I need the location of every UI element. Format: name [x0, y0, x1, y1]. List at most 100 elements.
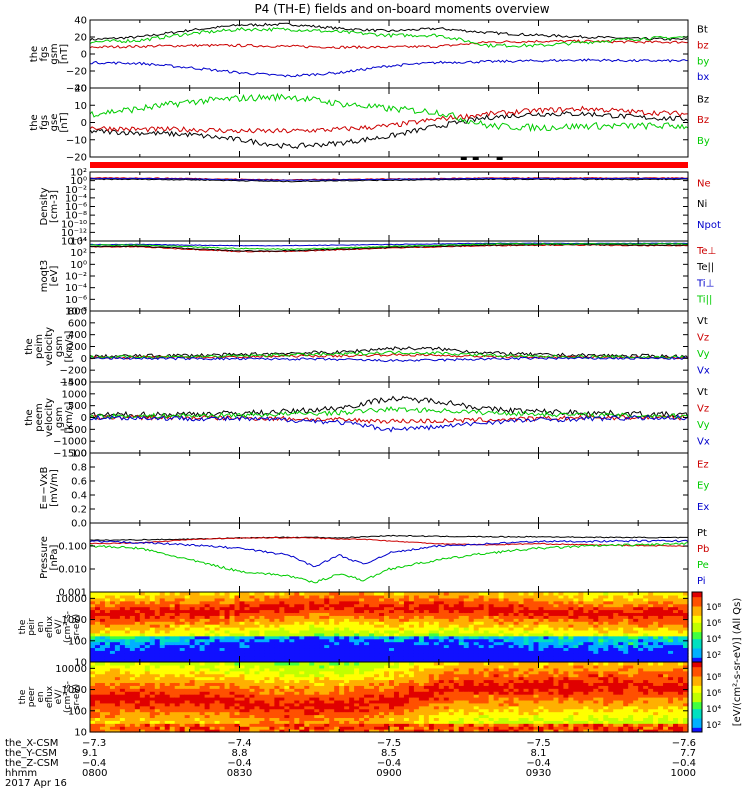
y-tick-label: 1000 [62, 389, 87, 400]
y-tick-label: 0.8 [71, 463, 87, 474]
y-tick-label: 10 [74, 101, 87, 112]
spectrogram-cell [120, 592, 126, 596]
spectrogram-cell [464, 592, 470, 596]
spectrogram-cell [304, 662, 310, 666]
spectrogram-cell [210, 592, 216, 596]
spectrogram-cell [499, 592, 505, 596]
spectrogram-cell [170, 662, 176, 666]
spectrogram-cell [369, 662, 375, 666]
legend-entry-Ne: Ne [697, 178, 711, 189]
legend-entry-Bt: Bt [697, 25, 708, 36]
spectrogram-cell [205, 592, 211, 596]
spectrogram-cell [578, 592, 584, 596]
y-axis-label: [eV] [49, 266, 60, 287]
y-axis-label: [nT] [59, 44, 70, 64]
spectrogram-cell [220, 592, 226, 596]
spectrogram-cell [105, 662, 111, 666]
panel-frame [90, 88, 688, 157]
colorbar-tick-label: 10⁸ [706, 603, 721, 613]
spectrogram-cell [524, 592, 530, 596]
spectrogram-cell [623, 592, 629, 596]
legend-entry-Te||: Te|| [696, 262, 714, 273]
y-tick-label: 0.4 [71, 491, 87, 502]
spectrogram-cell [90, 592, 96, 596]
y-tick-label: 1.0 [71, 449, 87, 460]
spectrogram-cell [449, 592, 455, 596]
spectrogram-cell [354, 662, 360, 666]
series-line-Pe [90, 543, 688, 583]
y-tick-label: 40 [74, 16, 87, 27]
series-line-Bz [90, 112, 688, 149]
legend-entry-Ez: Ez [697, 459, 709, 470]
y-axis-label: [nPa] [49, 544, 60, 570]
spectrogram-cell [324, 592, 330, 596]
colorbar-tick-label: 10⁶ [706, 619, 721, 629]
quality-flag-bar [90, 162, 688, 168]
spectrogram-cell [613, 592, 619, 596]
spectrogram-cell [668, 592, 674, 596]
spectrogram-cell [389, 662, 395, 666]
legend-entry-Vy: Vy [697, 420, 710, 431]
spectrogram-cell [279, 662, 285, 666]
spectrogram-cell [180, 592, 186, 596]
spectrogram-cell [539, 592, 545, 596]
spectrogram-cell [494, 592, 500, 596]
spectrogram-cell [274, 662, 280, 666]
spectrogram-cell [648, 592, 654, 596]
series-line-by [90, 28, 688, 47]
spectrogram-cell [489, 592, 495, 596]
spectrogram-cell [568, 592, 574, 596]
spectrogram-cell [269, 592, 275, 596]
spectrogram-cell [509, 592, 515, 596]
spectrogram-cell [110, 592, 116, 596]
spectrogram-cell [329, 592, 335, 596]
spectrogram-cell [180, 662, 186, 666]
spectrogram-cell [598, 592, 604, 596]
spectrogram-cell [254, 592, 260, 596]
spectrogram-cell [304, 592, 310, 596]
spectrogram-cell [244, 592, 250, 596]
spectrogram-cell [165, 662, 171, 666]
spectrogram-cell [170, 592, 176, 596]
spectrogram-cell [409, 592, 415, 596]
colorbar-tick-label: 10² [706, 651, 721, 661]
spectrogram-cell [130, 592, 136, 596]
spectrogram-cell [404, 662, 410, 666]
spectrogram-cell [359, 662, 365, 666]
spectrogram-cell [195, 662, 201, 666]
spectrogram-cell [95, 662, 101, 666]
spectrogram-cell [319, 592, 325, 596]
legend-entry-Vz: Vz [697, 403, 709, 414]
spectrogram-cell [150, 592, 156, 596]
panel-frame [90, 172, 688, 241]
spectrogram-cell [269, 662, 275, 666]
panel-frame [90, 20, 688, 88]
spectrogram-cell [230, 662, 236, 666]
spectrogram-cell [244, 662, 250, 666]
spectrogram-cell [115, 662, 121, 666]
y-tick-label: 10⁰ [70, 260, 87, 271]
spectrogram-cell [638, 592, 644, 596]
spectrogram-cell [643, 592, 649, 596]
spectrogram-cell [314, 592, 320, 596]
panel-frame [90, 241, 688, 311]
y-tick-label: 10² [70, 248, 87, 259]
spectrogram-cell [344, 592, 350, 596]
spectrogram-cell [314, 662, 320, 666]
y-tick-label: 800 [68, 307, 87, 318]
spectrogram-cell [394, 662, 400, 666]
spectrogram-cell [249, 662, 255, 666]
spectrogram-cell [200, 592, 206, 596]
spectrogram-cell [145, 662, 151, 666]
spectrogram-cell [294, 662, 300, 666]
legend-entry-Vt: Vt [697, 387, 708, 398]
y-tick-label: 10⁴ [70, 237, 87, 248]
spectrogram-cell [294, 592, 300, 596]
y-tick-label: 0.6 [71, 477, 87, 488]
spectrogram-cell [444, 592, 450, 596]
spectrogram-cell [125, 592, 131, 596]
